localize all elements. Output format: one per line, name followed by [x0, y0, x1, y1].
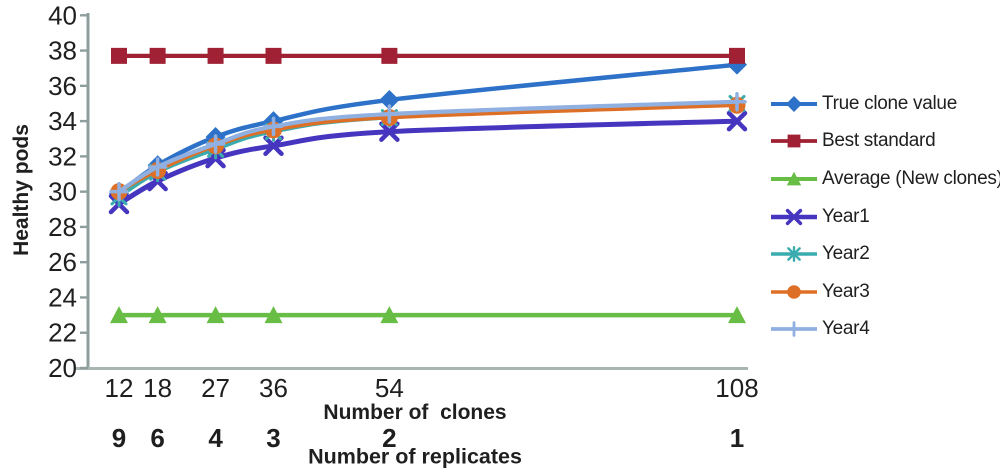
- x-tick-label-clones: 36: [259, 373, 288, 403]
- legend-row-year3: Year3: [769, 273, 1000, 311]
- x-tick-label-replicates: 6: [150, 423, 164, 453]
- legend-marker-circle-icon: [787, 284, 801, 299]
- marker-average-new-clones: [728, 306, 746, 324]
- marker-year1: [379, 121, 400, 142]
- legend-row-true-clone-value: True clone value: [769, 85, 1000, 123]
- marker-year4: [727, 91, 747, 112]
- y-tick-label: 34: [48, 106, 77, 136]
- legend-swatch-best-standard-icon: [771, 134, 817, 148]
- legend-marker-plus-icon: [786, 321, 802, 338]
- legend-row-year4: Year4: [769, 311, 1000, 349]
- legend-swatch-year2-icon: [771, 246, 817, 263]
- x-tick-label-replicates: 1: [730, 423, 744, 453]
- x-tick-label-clones: 27: [201, 373, 230, 403]
- legend-label: Best standard: [822, 130, 936, 152]
- marker-year4: [205, 134, 226, 154]
- marker-best-standard: [111, 47, 127, 64]
- legend-swatch-year1-icon: [771, 208, 817, 225]
- x-tick-label-clones: 18: [143, 373, 172, 403]
- marker-year1: [726, 110, 748, 132]
- legend-row-best-standard: Best standard: [769, 123, 1000, 161]
- y-tick-label: 40: [48, 0, 77, 30]
- legend-marker-square-icon: [787, 134, 801, 148]
- marker-true-clone-value: [379, 89, 400, 110]
- legend-swatch-year4-icon: [771, 321, 817, 338]
- marker-best-standard: [729, 47, 745, 64]
- legend-swatch-year3-icon: [771, 284, 817, 299]
- marker-average-new-clones: [148, 306, 167, 324]
- x-tick-label-replicates: 4: [208, 423, 223, 453]
- marker-year4: [263, 116, 284, 137]
- x-tick-label-clones: 108: [715, 373, 758, 403]
- legend: True clone value Best standard Average (Ne…: [769, 85, 1000, 348]
- legend-row-average-new-clones: Average (New clones): [769, 160, 1000, 198]
- legend-swatch-true-clone-value-icon: [771, 95, 817, 112]
- legend-label: Year3: [822, 280, 870, 302]
- y-tick-label: 26: [48, 247, 77, 277]
- legend-swatch-average-new-clones-icon: [771, 171, 817, 186]
- legend-label: Year2: [822, 243, 870, 265]
- legend-marker-asterisk-icon: [787, 246, 801, 263]
- marker-year4: [147, 157, 168, 177]
- marker-average-new-clones: [264, 306, 283, 324]
- marker-average-new-clones: [206, 306, 225, 324]
- legend-row-year2: Year2: [769, 235, 1000, 273]
- legend-label: Year4: [822, 318, 870, 340]
- y-tick-label: 28: [48, 212, 77, 242]
- y-tick-label: 22: [48, 318, 77, 348]
- marker-year4: [379, 104, 400, 124]
- marker-year1: [263, 135, 284, 157]
- marker-average-new-clones: [380, 306, 399, 324]
- marker-best-standard: [265, 47, 282, 64]
- legend-marker-diamond-icon: [786, 95, 802, 112]
- x-axis-title-clones: Number of clones: [323, 401, 507, 424]
- x-axis-title-replicates: Number of replicates: [308, 444, 522, 469]
- x-tick-label-replicates: 3: [266, 423, 280, 453]
- x-tick-label-replicates: 2: [382, 423, 396, 453]
- y-tick-label: 32: [48, 141, 77, 171]
- x-tick-label-replicates: 9: [112, 423, 126, 453]
- marker-best-standard: [207, 47, 224, 64]
- y-tick-label: 24: [48, 282, 77, 312]
- marker-year4: [109, 181, 129, 202]
- marker-best-standard: [149, 47, 166, 64]
- y-tick-label: 36: [48, 71, 77, 101]
- legend-marker-triangle-icon: [786, 171, 802, 186]
- y-tick-label: 30: [48, 177, 77, 207]
- x-tick-label-clones: 12: [105, 373, 134, 403]
- y-axis-title: Healthy pods: [10, 124, 33, 256]
- y-tick-label: 20: [48, 353, 77, 383]
- marker-best-standard: [381, 47, 398, 64]
- legend-label: Year1: [822, 205, 870, 227]
- marker-average-new-clones: [110, 306, 128, 324]
- x-tick-label-clones: 54: [375, 373, 404, 403]
- legend-marker-x-icon: [785, 208, 803, 225]
- legend-label: True clone value: [822, 92, 957, 114]
- legend-row-year1: Year1: [769, 198, 1000, 236]
- legend-label: Average (New clones): [822, 167, 1000, 189]
- y-tick-label: 38: [48, 36, 77, 66]
